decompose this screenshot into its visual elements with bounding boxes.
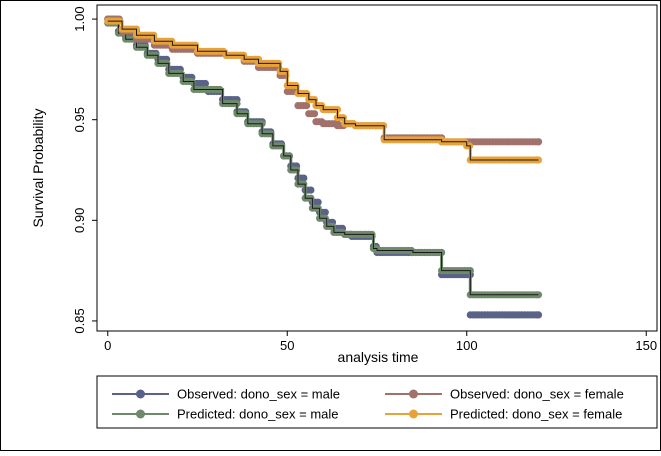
data-point [310,110,319,118]
y-tick-label: 0.90 [72,208,87,233]
data-point [303,102,311,110]
plot-frame [96,4,658,332]
legend-item: Observed: dono_sex = female [385,387,624,402]
legend-item: Observed: dono_sex = male [112,387,340,402]
series-centerline [107,20,539,161]
y-tick-label: 0.85 [72,308,87,333]
data-point [534,311,543,319]
data-point [314,198,322,206]
series-layer [104,15,543,319]
legend-swatch-marker [409,409,418,419]
legend-swatch-marker [409,389,418,399]
data-point [321,208,329,216]
legend: Observed: dono_sex = male Observed: dono_… [96,375,658,429]
x-tick-label: 0 [104,338,111,353]
legend-label: Observed: dono_sex = male [177,387,340,402]
x-axis-label: analysis time [338,349,419,365]
x-tick-label: 100 [456,338,478,353]
legend-swatch-marker [136,409,145,419]
legend-item: Predicted: dono_sex = female [385,407,622,422]
y-tick-label: 1.00 [72,6,87,31]
legend-label: Observed: dono_sex = female [450,387,624,402]
x-axis: 0 50 100 150 [104,331,657,353]
legend-box [96,375,658,429]
legend-item: Predicted: dono_sex = male [112,407,339,422]
data-point [534,138,543,146]
y-tick-label: 0.95 [72,107,87,132]
series-centerline [107,22,539,296]
legend-label: Predicted: dono_sex = male [177,407,339,422]
series-3 [104,17,543,164]
y-axis-label: Survival Probability [30,108,46,227]
data-point [307,186,315,194]
x-tick-label: 150 [635,338,657,353]
x-tick-label: 50 [280,338,294,353]
legend-label: Predicted: dono_sex = female [450,407,622,422]
data-point [201,79,209,88]
y-axis: 0.85 0.90 0.95 1.00 [72,6,97,334]
series-2 [104,19,543,299]
data-point [300,174,308,182]
legend-swatch-marker [136,389,145,399]
